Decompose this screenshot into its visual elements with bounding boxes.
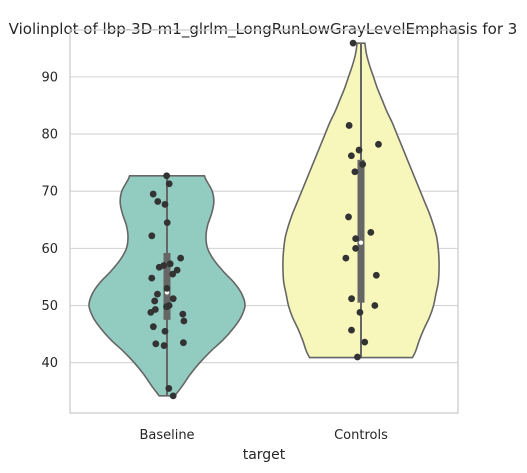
data-point (161, 200, 169, 208)
data-point (345, 122, 353, 129)
data-point (148, 274, 156, 282)
x-tick-label: Controls (334, 428, 388, 443)
x-axis-label: target (243, 447, 286, 463)
y-tick-label: 90 (41, 70, 58, 85)
data-point (345, 213, 352, 221)
data-point (169, 295, 177, 303)
data-point (179, 310, 187, 318)
data-point (347, 152, 355, 160)
data-point (148, 232, 156, 240)
data-point (173, 266, 181, 274)
data-point (352, 244, 359, 252)
data-point (349, 39, 357, 47)
data-point (166, 260, 174, 268)
data-point (180, 339, 187, 347)
data-point (151, 297, 159, 305)
data-point (348, 326, 355, 334)
y-tick-label: 40 (41, 356, 58, 371)
data-point (375, 140, 382, 148)
data-point (356, 308, 364, 316)
data-point (147, 308, 155, 316)
data-point (161, 327, 169, 335)
plot-area: 40 50 60 70 80 90 Baseline Controls (41, 29, 459, 443)
plot-frame (69, 29, 459, 414)
x-tick-label: Baseline (139, 428, 194, 443)
data-point (371, 302, 379, 309)
data-point (169, 270, 177, 278)
violin-iqr-box (357, 159, 365, 303)
data-point (152, 340, 160, 348)
data-point (372, 271, 380, 279)
data-point (160, 342, 168, 349)
data-point (163, 303, 170, 311)
data-point (169, 392, 177, 400)
data-point (367, 228, 375, 236)
data-point (163, 172, 171, 180)
data-point (163, 284, 171, 292)
data-point (354, 353, 361, 361)
data-point (359, 160, 367, 168)
data-point (165, 180, 173, 188)
data-point (155, 263, 163, 271)
data-point (154, 198, 162, 205)
data-point (177, 254, 185, 262)
data-point (352, 235, 360, 243)
data-point (154, 290, 161, 298)
data-point (149, 190, 157, 198)
y-tick-label: 60 (41, 242, 58, 257)
data-point (355, 146, 363, 154)
violin-median (358, 240, 364, 245)
y-tick-label: 80 (41, 128, 58, 143)
data-point (342, 254, 350, 262)
data-point (149, 323, 157, 331)
y-tick-label: 50 (41, 299, 58, 314)
data-point (348, 295, 355, 303)
data-point (180, 317, 188, 325)
data-point (361, 338, 369, 346)
data-point (351, 168, 359, 176)
data-point (165, 385, 173, 392)
y-tick-label: 70 (41, 185, 58, 200)
data-point (163, 219, 171, 227)
